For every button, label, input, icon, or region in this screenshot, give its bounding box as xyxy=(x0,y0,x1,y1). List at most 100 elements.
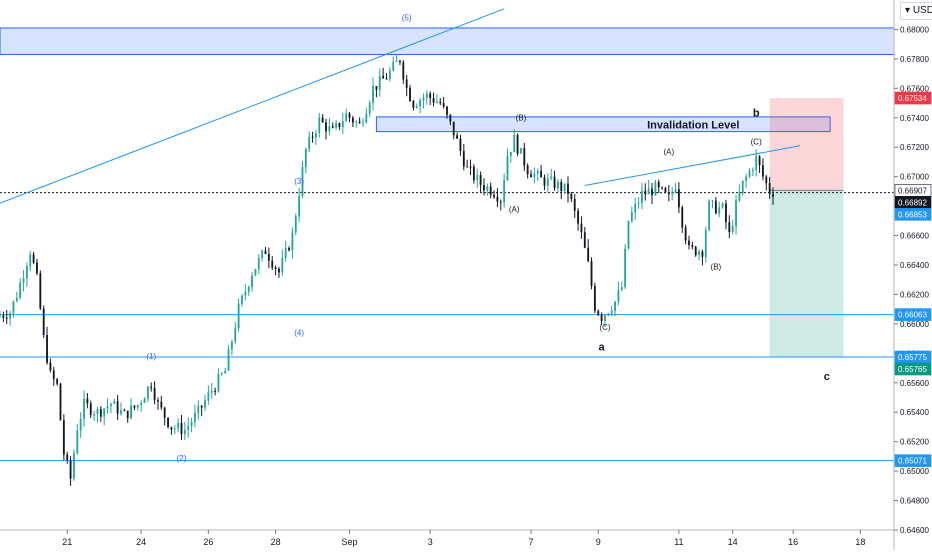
candle-body xyxy=(66,454,69,460)
price-label-bg xyxy=(894,454,932,467)
candle-body xyxy=(630,212,633,222)
candle-body xyxy=(654,182,657,196)
currency-selector[interactable]: ▾ USD xyxy=(900,2,932,20)
candle-body xyxy=(415,106,418,108)
candle-body xyxy=(520,147,522,154)
y-tick-label: 0.68000 xyxy=(900,25,929,34)
candle-body xyxy=(351,117,354,123)
candle-body xyxy=(157,400,159,402)
candle-body xyxy=(25,266,28,279)
candle-body xyxy=(210,390,213,393)
candle-body xyxy=(704,230,707,257)
candle-body xyxy=(382,75,385,79)
candle-body xyxy=(479,174,482,186)
candle-body xyxy=(278,268,280,273)
price-label-bg xyxy=(894,308,932,321)
candle-body xyxy=(224,370,227,374)
candle-body xyxy=(49,362,52,371)
candle-body xyxy=(597,310,600,315)
candle-body xyxy=(341,121,344,128)
currency-label: USD xyxy=(912,5,932,16)
candle-body xyxy=(116,401,119,414)
candle-body xyxy=(123,410,126,412)
candle-body xyxy=(315,133,317,138)
candle-body xyxy=(657,182,660,188)
candle-body xyxy=(456,135,459,139)
candle-body xyxy=(748,170,751,177)
wave-label: (B) xyxy=(516,114,527,123)
candle-body xyxy=(254,269,257,276)
candle-body xyxy=(708,201,711,231)
candle-body xyxy=(372,86,374,103)
candle-body xyxy=(264,250,267,254)
candle-body xyxy=(2,315,5,318)
candle-body xyxy=(194,412,196,423)
candle-body xyxy=(52,370,55,380)
candle-body xyxy=(735,200,737,227)
candle-body xyxy=(499,201,502,203)
candle-body xyxy=(42,308,45,335)
candle-body xyxy=(177,423,180,429)
candle-body xyxy=(274,267,277,269)
candle-body xyxy=(439,101,442,104)
candle-body xyxy=(546,178,549,186)
candle-body xyxy=(56,379,59,384)
candle-body xyxy=(241,295,243,304)
candle-body xyxy=(5,317,8,319)
x-tick-label: 14 xyxy=(728,537,738,547)
candle-body xyxy=(768,183,771,195)
candle-body xyxy=(476,174,479,181)
candle-body xyxy=(610,310,613,314)
candle-body xyxy=(9,313,12,319)
resistance-zone xyxy=(0,27,895,55)
wave-label: (1) xyxy=(146,352,156,361)
candle-body xyxy=(267,253,270,261)
candle-body xyxy=(755,156,758,171)
candle-body xyxy=(718,207,721,214)
candle-body xyxy=(99,409,102,417)
candle-body xyxy=(197,405,200,413)
candle-body xyxy=(513,134,516,153)
candle-body xyxy=(617,289,620,302)
candle-body xyxy=(150,386,153,388)
candle-body xyxy=(452,121,455,136)
candle-body xyxy=(526,165,529,175)
candle-body xyxy=(422,98,425,101)
candle-body xyxy=(429,93,432,98)
candle-body xyxy=(294,216,297,233)
candle-body xyxy=(234,328,237,342)
candle-body xyxy=(358,121,361,124)
candle-body xyxy=(651,188,653,196)
candle-body xyxy=(604,314,606,321)
candle-body xyxy=(614,301,616,311)
candle-body xyxy=(247,287,250,292)
candle-body xyxy=(570,193,573,199)
candle-body xyxy=(634,203,637,213)
candle-body xyxy=(321,117,324,123)
y-tick-label: 0.66200 xyxy=(900,290,929,299)
candle-body xyxy=(136,405,139,408)
candle-body xyxy=(472,166,475,181)
x-tick-label: 9 xyxy=(596,537,601,547)
candle-body xyxy=(489,186,492,195)
candle-body xyxy=(120,410,122,414)
candle-body xyxy=(180,423,183,435)
candle-body xyxy=(731,226,734,233)
candle-body xyxy=(392,61,395,71)
currency-caret-icon: ▾ xyxy=(905,5,911,16)
candle-body xyxy=(762,165,764,177)
candle-body xyxy=(76,430,79,454)
x-tick-label: 28 xyxy=(271,537,281,547)
candle-body xyxy=(556,181,559,189)
candle-body xyxy=(385,78,388,80)
candle-body xyxy=(39,273,42,309)
candle-body xyxy=(399,60,401,63)
candle-body xyxy=(126,410,129,419)
candle-body xyxy=(486,186,489,191)
candle-body xyxy=(0,315,1,317)
candle-body xyxy=(79,418,82,431)
candle-body xyxy=(130,405,132,419)
trendline xyxy=(0,8,505,204)
